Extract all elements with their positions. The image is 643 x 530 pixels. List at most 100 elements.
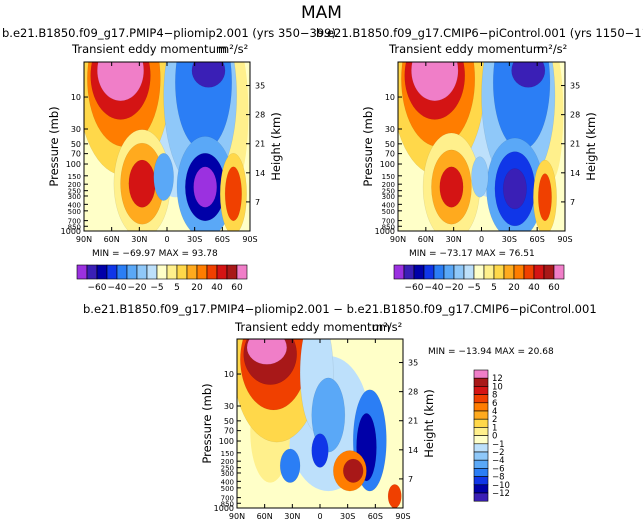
- colorbar-swatch: [156, 264, 168, 280]
- x-tick-label: 0: [164, 235, 169, 244]
- colorbar-swatch: [196, 264, 208, 280]
- colorbar-label: −40: [108, 283, 127, 293]
- y-tick-label: 70: [385, 150, 395, 159]
- colorbar-label: 60: [231, 283, 243, 293]
- colorbar-swatch: [503, 264, 515, 280]
- x-tick-label: 0: [479, 235, 484, 244]
- colorbar-label: 10: [492, 382, 503, 392]
- x-tick-label: 30S: [187, 235, 202, 244]
- colorbar-swatch: [226, 264, 238, 280]
- colorbar-swatch: [473, 264, 485, 280]
- panel3-left-title: Transient eddy momentum: [235, 320, 391, 334]
- height-axis-label: Height (km): [422, 389, 436, 458]
- x-tick-label: 30S: [340, 512, 355, 521]
- contour-fill: [279, 448, 301, 483]
- y-tick-label: 10: [224, 370, 234, 379]
- contour-fill: [471, 156, 489, 198]
- height-tick-label: 7: [255, 198, 260, 207]
- y-tick-label: 70: [224, 427, 234, 436]
- colorbar-label: 60: [548, 283, 560, 293]
- contour-fill: [387, 484, 402, 508]
- contour-fill: [503, 168, 527, 210]
- colorbar-swatch: [403, 264, 415, 280]
- height-tick-label: 28: [570, 111, 580, 120]
- colorbar-swatch: [473, 492, 489, 502]
- contour-fill: [311, 377, 346, 453]
- colorbar-swatch: [166, 264, 178, 280]
- colorbar-label: 1: [492, 423, 497, 433]
- colorbar-swatch: [483, 264, 495, 280]
- colorbar-1: −60 −40 −20 −5 5 20 40 60: [76, 264, 248, 293]
- colorbar-label: −4: [492, 456, 505, 466]
- height-tick-label: 35: [255, 82, 265, 91]
- colorbar-label: −12: [492, 489, 510, 499]
- colorbar-label: −6: [492, 464, 505, 474]
- y-tick-label: 30: [224, 402, 234, 411]
- height-tick-label: 14: [408, 446, 418, 455]
- y-tick-label: 100: [219, 437, 234, 446]
- colorbar-swatch: [513, 264, 525, 280]
- colorbar-swatch: [473, 484, 489, 494]
- contour-fill: [191, 62, 226, 88]
- y-tick-label: 30: [71, 125, 81, 134]
- contour-fill: [153, 153, 174, 201]
- panel3-units: m²/s²: [372, 320, 403, 334]
- x-tick-label: 60N: [104, 235, 120, 244]
- height-tick-label: 35: [408, 359, 418, 368]
- contour-fill: [311, 433, 329, 468]
- y-axis-label: Pressure (mb): [200, 383, 214, 463]
- x-tick-label: 60S: [530, 235, 545, 244]
- colorbar-swatch: [523, 264, 535, 280]
- y-tick-label: 300: [68, 193, 81, 201]
- colorbar-label: 8: [492, 391, 497, 401]
- height-tick-label: 35: [570, 82, 580, 91]
- y-tick-label: 500: [382, 208, 395, 216]
- y-tick-label: 50: [224, 417, 234, 426]
- contour-panel-1: 90N 60N 30N 0 30S 60S 90S103050701001502002503…: [47, 61, 283, 244]
- colorbar-swatch: [473, 459, 489, 469]
- colorbar-label: 20: [191, 283, 203, 293]
- height-axis-label: Height (km): [584, 112, 598, 181]
- y-tick-label: 250: [382, 188, 395, 196]
- contour-fill: [97, 62, 144, 102]
- y-tick-label: 50: [71, 140, 81, 149]
- colorbar-swatch: [76, 264, 88, 280]
- y-tick-label: 70: [71, 150, 81, 159]
- y-tick-label: 1000: [214, 504, 234, 513]
- colorbar-label: 5: [491, 283, 497, 293]
- y-tick-label: 400: [68, 201, 81, 209]
- panel1-title: b.e21.B1850.f09_g17.PMIP4−pliomip2.001 (…: [2, 26, 336, 40]
- y-tick-label: 10: [385, 93, 395, 102]
- colorbar-swatch: [116, 264, 128, 280]
- colorbar-label: 40: [211, 283, 223, 293]
- colorbar-swatch: [216, 264, 228, 280]
- colorbar-label: −20: [445, 283, 464, 293]
- colorbar-label: −20: [128, 283, 147, 293]
- x-tick-label: 30N: [131, 235, 147, 244]
- colorbar-swatch: [186, 264, 198, 280]
- colorbar-swatch: [126, 264, 138, 280]
- y-tick-label: 300: [221, 470, 234, 478]
- x-tick-label: 0: [317, 512, 322, 521]
- colorbar-swatch: [473, 443, 489, 453]
- colorbar-swatch: [453, 264, 465, 280]
- x-tick-label: 60S: [215, 235, 230, 244]
- height-tick-label: 7: [570, 198, 575, 207]
- colorbar-swatch: [463, 264, 475, 280]
- x-tick-label: 30N: [446, 235, 462, 244]
- contour-fill: [343, 458, 364, 483]
- y-tick-label: 700: [382, 218, 395, 226]
- colorbar-label: −60: [405, 283, 424, 293]
- y-tick-label: 400: [221, 478, 234, 486]
- y-tick-label: 150: [68, 173, 81, 181]
- contour-fill: [224, 166, 242, 222]
- contour-fill: [411, 62, 459, 102]
- x-tick-label: 30S: [502, 235, 517, 244]
- x-tick-label: 90N: [390, 235, 406, 244]
- contour-fill: [193, 166, 217, 208]
- y-tick-label: 850: [221, 500, 234, 508]
- contour-panel-2: 90N 60N 30N 0 30S 60S 90S103050701001502002503…: [361, 61, 598, 244]
- colorbar-label: −10: [492, 481, 510, 491]
